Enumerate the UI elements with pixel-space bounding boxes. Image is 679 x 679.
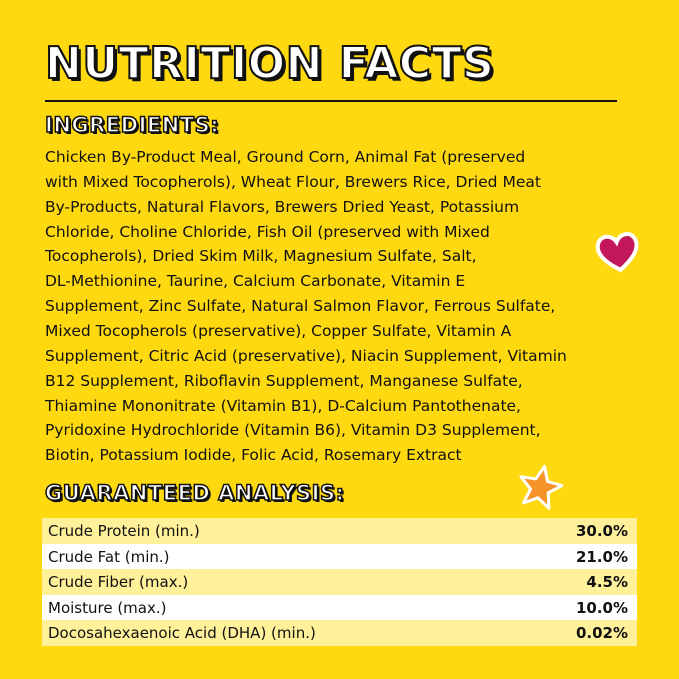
analysis-row: Crude Fiber (max.) 4.5% <box>42 569 637 596</box>
nutrient-value: 0.02% <box>575 624 628 643</box>
ingredient-line: Chloride, Choline Chloride, Fish Oil (pr… <box>45 222 490 241</box>
nutrient-name: Crude Fat (min.) <box>48 547 170 566</box>
nutrient-name: Docosahexaenoic Acid (DHA) (min.) <box>48 624 316 643</box>
analysis-row: Crude Protein (min.) 30.0% <box>42 518 637 544</box>
nutrient-value: 30.0% <box>575 522 628 540</box>
ingredient-line: Thiamine Mononitrate (Vitamin B1), D-Cal… <box>45 396 521 415</box>
star-icon <box>519 464 564 510</box>
analysis-heading: GUARANTEED ANALYSIS: <box>44 480 345 506</box>
ingredient-line: with Mixed Tocopherols), Wheat Flour, Br… <box>45 172 541 191</box>
analysis-row: Crude Fat (min.) 21.0% <box>42 543 637 570</box>
nutrient-name: Crude Fiber (max.) <box>48 573 189 592</box>
ingredient-line: Pyridoxine Hydrochloride (Vitamin B6), V… <box>45 421 541 440</box>
ingredient-line: Chicken By-Product Meal, Ground Corn, An… <box>45 148 526 166</box>
analysis-row: Moisture (max.) 10.0% <box>42 594 637 621</box>
nutrient-value: 4.5% <box>586 573 628 592</box>
ingredients-heading: INGREDIENTS: <box>44 112 220 138</box>
heart-icon <box>595 232 639 273</box>
nutrient-value: 21.0% <box>575 547 628 566</box>
ingredient-line: Biotin, Potassium Iodide, Folic Acid, Ro… <box>45 446 462 465</box>
divider <box>45 100 617 102</box>
ingredient-line: Tocopherols), Dried Skim Milk, Magnesium… <box>45 247 477 266</box>
ingredient-line: Mixed Tocopherols (preservative), Copper… <box>45 321 512 340</box>
nutrient-value: 10.0% <box>575 598 628 617</box>
title: NUTRITION FACTS <box>44 37 495 90</box>
ingredient-line: By-Products, Natural Flavors, Brewers Dr… <box>45 197 520 216</box>
nutrient-name: Moisture (max.) <box>48 598 167 617</box>
ingredient-line: Supplement, Zinc Sulfate, Natural Salmon… <box>45 297 556 316</box>
ingredient-line: Supplement, Citric Acid (preservative), … <box>45 346 567 365</box>
ingredient-line: DL-Methionine, Taurine, Calcium Carbonat… <box>45 272 466 291</box>
analysis-row: Docosahexaenoic Acid (DHA) (min.) 0.02% <box>42 620 637 647</box>
ingredient-line: B12 Supplement, Riboflavin Supplement, M… <box>45 371 523 390</box>
nutrient-name: Crude Protein (min.) <box>48 522 200 540</box>
